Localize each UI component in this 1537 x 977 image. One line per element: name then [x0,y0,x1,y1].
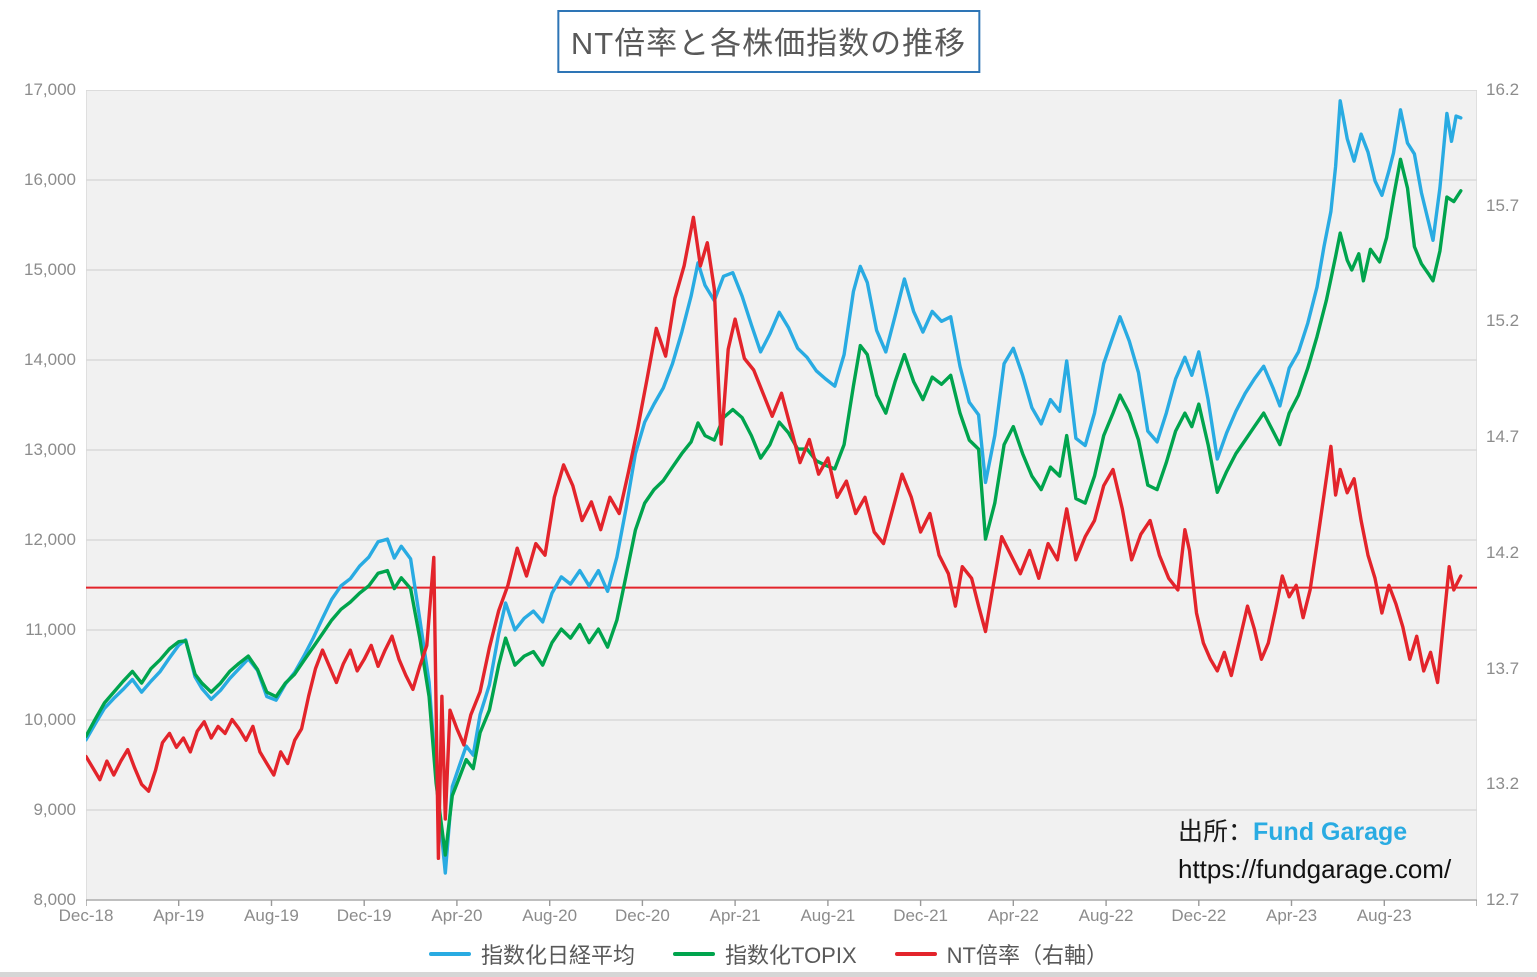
x-axis-label: Apr-20 [431,906,483,925]
y-axis-label: 15,000 [24,260,76,279]
x-axis-label: Dec-20 [614,906,670,925]
secondary-y-axis-label: 13.7 [1486,658,1520,678]
source-attribution: 出所：Fund Garage https://fundgarage.com/ [1178,814,1451,888]
x-axis-label: Apr-19 [153,906,205,925]
nt-ratio-legend-line-icon [894,952,937,956]
y-axis-label: 17,000 [24,80,76,99]
y-axis-label: 9,000 [33,800,76,819]
secondary-y-axis-label: 15.7 [1486,195,1520,215]
y-axis-label: 11,000 [25,620,76,639]
secondary-y-axis-label: 14.2 [1486,542,1520,562]
y-axis-label: 16,000 [24,170,76,189]
plot-area [86,90,1477,906]
legend-item-nt-ratio: NT倍率（右軸） [894,938,1108,970]
nt-ratio-legend-label: NT倍率（右軸） [946,943,1108,968]
x-axis-label: Apr-23 [1266,906,1318,925]
source-prefix: 出所： [1178,818,1254,846]
legend-item-nikkei: 指数化日経平均 [429,938,635,970]
x-axis-label: Apr-21 [709,906,761,925]
topix-legend-label: 指数化TOPIX [725,943,857,968]
x-axis-label: Aug-23 [1356,906,1412,925]
topix-legend-line-icon [673,952,716,956]
nikkei-legend-label: 指数化日経平均 [481,943,636,968]
plot-background [86,90,1477,901]
y-axis-label: 13,000 [24,440,76,459]
x-axis-label: Aug-19 [244,906,299,925]
chart-title: NT倍率と各株価指数の推移 [556,10,981,73]
x-axis-label: Dec-19 [336,906,392,925]
secondary-y-axis-label: 15.2 [1486,311,1520,331]
secondary-y-axis-label: 12.7 [1486,890,1520,909]
secondary-y-axis-label: 13.2 [1486,774,1520,794]
x-axis-label: Dec-18 [58,906,114,925]
x-axis-label: Aug-20 [522,906,578,925]
x-axis-label: Dec-21 [893,906,948,925]
source-name: Fund Garage [1253,818,1408,846]
source-url[interactable]: https://fundgarage.com/ [1178,854,1452,884]
secondary-y-axis-label: 14.7 [1486,427,1520,447]
x-axis-label: Aug-22 [1078,906,1134,925]
x-axis-label: Aug-21 [800,906,856,925]
nikkei-line [86,99,1463,875]
y-axis-label: 10,000 [24,710,76,729]
nt-ratio-line [86,215,1463,860]
legend-item-topix: 指数化TOPIX [673,938,857,970]
y-axis-label: 8,000 [33,890,76,909]
secondary-y-axis-label: 16.2 [1486,80,1520,99]
source-line: 出所：Fund Garage [1178,814,1451,851]
legend: 指数化日経平均 指数化TOPIX NT倍率（右軸） [0,938,1537,970]
bottom-border [0,972,1537,977]
x-axis-label: Apr-22 [987,906,1039,925]
nikkei-legend-line-icon [429,952,472,956]
x-axis-label: Dec-22 [1171,906,1227,925]
y-axis-label: 12,000 [24,530,76,549]
y-axis-label: 14,000 [24,350,76,369]
